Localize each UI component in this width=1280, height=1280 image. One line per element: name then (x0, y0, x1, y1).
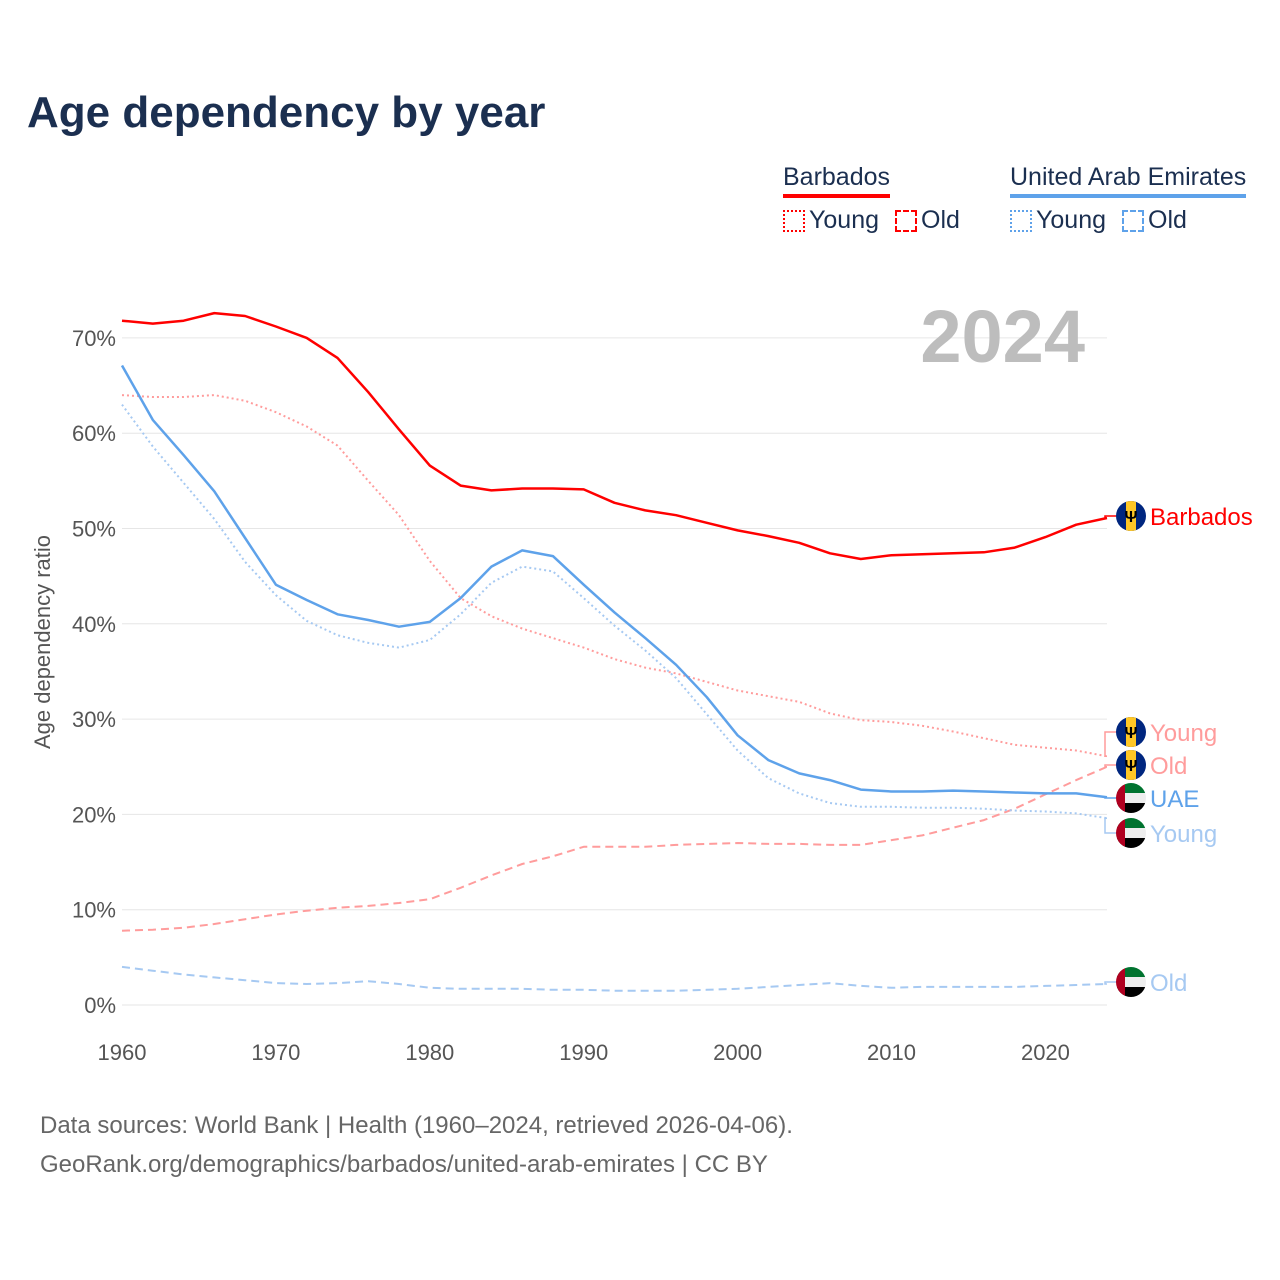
x-tick-label: 2010 (867, 1040, 916, 1065)
legend-uae-young: Young (1010, 206, 1106, 235)
x-tick-label: 1970 (251, 1040, 300, 1065)
chart-title: Age dependency by year (27, 88, 546, 137)
x-tick-label: 1960 (98, 1040, 147, 1065)
x-tick-label: 1980 (405, 1040, 454, 1065)
y-tick-label: 10% (72, 898, 116, 923)
grid (122, 337, 1107, 1006)
end-label: Young (1150, 821, 1217, 848)
svg-text:Ψ: Ψ (1125, 758, 1138, 775)
dotted-swatch-icon (1010, 209, 1032, 232)
y-tick-label: 70% (72, 326, 116, 351)
svg-text:Ψ: Ψ (1125, 509, 1138, 526)
svg-text:Ψ: Ψ (1125, 725, 1138, 742)
ticks: 0% 10% 20% 30% 40% 50% 60% 70% 1960 1970 1980 1990 2… (72, 326, 1070, 1065)
legend-label: Old (921, 206, 960, 234)
x-tick-label: 1990 (559, 1040, 608, 1065)
label-connector (1104, 981, 1116, 985)
x-tick-label: 2000 (713, 1040, 762, 1065)
legend-barbados-title: Barbados (783, 163, 891, 198)
label-connector (1104, 731, 1116, 758)
label-connector (1104, 764, 1116, 768)
legend-label: Old (1148, 206, 1187, 234)
uae-flag-icon (1116, 818, 1146, 848)
barbados-flag-icon: Ψ (1116, 750, 1146, 780)
legend-uae: United Arab Emirates Young Old (1010, 163, 1247, 235)
series-line-united-arab-emirates-old (121, 965, 1108, 992)
source-note: Data sources: World Bank | Health (1960–… (40, 1106, 793, 1184)
legend-barbados: Barbados Young Old (783, 163, 960, 235)
series-lines (120, 311, 1108, 992)
y-axis-label: Age dependency ratio (30, 535, 55, 749)
series-line-united-arab-emirates (120, 364, 1108, 799)
label-connector (1104, 796, 1116, 799)
label-connector (1104, 817, 1116, 834)
dashed-swatch-icon (1122, 209, 1144, 232)
year-watermark: 2024 (920, 295, 1085, 378)
barbados-flag-icon: Ψ (1116, 717, 1146, 747)
end-label: Barbados (1150, 504, 1253, 531)
y-tick-label: 40% (72, 612, 116, 637)
end-labels: Ψ Barbados Ψ Young Ψ Old UAE Young Old (1104, 501, 1253, 997)
x-tick-label: 2020 (1021, 1040, 1070, 1065)
y-tick-label: 50% (72, 517, 116, 542)
source-line-2: GeoRank.org/demographics/barbados/united… (40, 1151, 768, 1178)
series-line-barbados (121, 311, 1108, 561)
legend-barbados-young: Young (783, 206, 879, 235)
end-label: Old (1150, 970, 1187, 997)
series-line-barbados-young (121, 394, 1108, 758)
uae-flag-icon (1116, 967, 1146, 997)
end-label: UAE (1150, 786, 1199, 813)
legend-label: Young (809, 206, 879, 234)
end-label: Young (1150, 720, 1217, 747)
y-tick-label: 30% (72, 707, 116, 732)
end-label: Old (1150, 753, 1187, 780)
legend-uae-title: United Arab Emirates (1010, 163, 1247, 198)
legend-label: Young (1036, 206, 1106, 234)
legend-barbados-old: Old (895, 206, 960, 235)
label-connector (1104, 515, 1116, 519)
barbados-flag-icon: Ψ (1116, 501, 1146, 531)
uae-flag-icon (1116, 783, 1146, 813)
dotted-swatch-icon (783, 209, 805, 232)
series-line-united-arab-emirates-young (121, 404, 1108, 820)
source-line-1: Data sources: World Bank | Health (1960–… (40, 1112, 793, 1139)
y-tick-label: 0% (84, 993, 116, 1018)
y-tick-label: 60% (72, 421, 116, 446)
series-line-barbados-old (121, 765, 1108, 932)
dashed-swatch-icon (895, 209, 917, 232)
legend-uae-old: Old (1122, 206, 1187, 235)
y-tick-label: 20% (72, 802, 116, 827)
